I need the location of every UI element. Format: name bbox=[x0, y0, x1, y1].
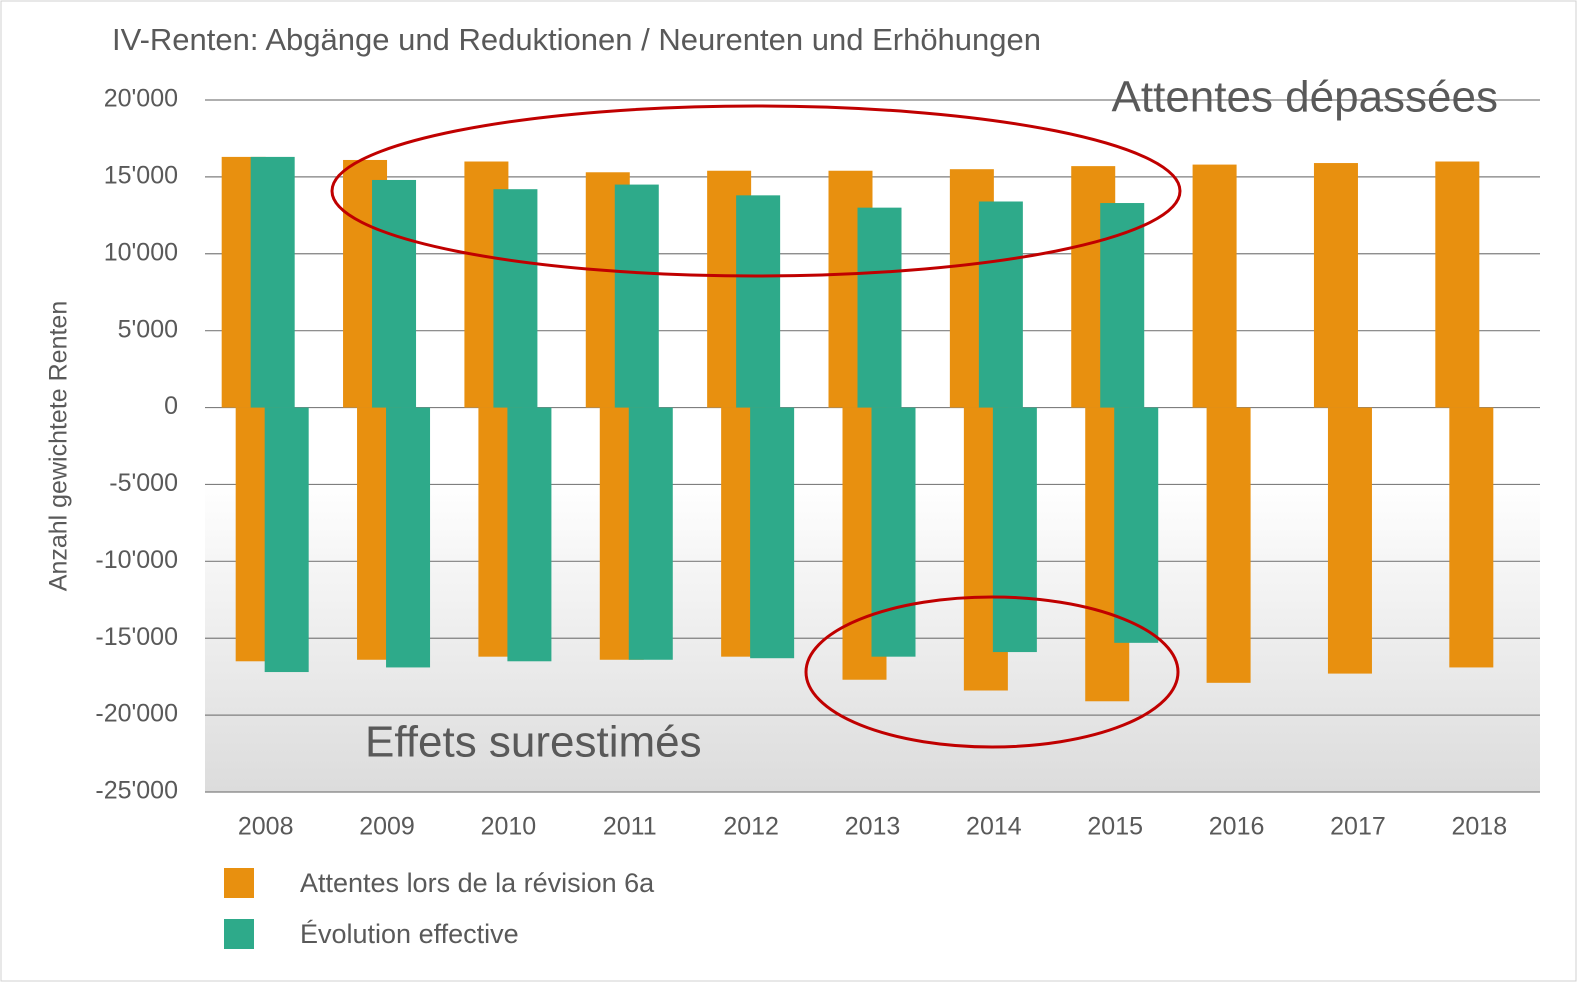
highlight-ellipse bbox=[330, 104, 1182, 278]
bar bbox=[857, 207, 902, 408]
y-tick-label: -5'000 bbox=[109, 469, 178, 497]
annotation: Attentes dépassées bbox=[1112, 73, 1498, 122]
bar bbox=[628, 407, 673, 660]
bar bbox=[1449, 407, 1494, 668]
y-tick-label: -20'000 bbox=[95, 700, 178, 728]
bar bbox=[1192, 164, 1237, 408]
x-tick-label: 2017 bbox=[1330, 813, 1386, 841]
x-tick-label: 2016 bbox=[1209, 813, 1265, 841]
bar bbox=[1313, 163, 1358, 408]
bar bbox=[1206, 407, 1251, 683]
y-tick-label: 10'000 bbox=[104, 238, 178, 266]
bar bbox=[264, 407, 309, 673]
x-tick-label: 2012 bbox=[723, 813, 779, 841]
legend-swatch bbox=[224, 919, 254, 949]
y-tick-label: 0 bbox=[164, 392, 178, 420]
x-tick-label: 2014 bbox=[966, 813, 1022, 841]
x-tick-label: 2013 bbox=[845, 813, 901, 841]
bar bbox=[1327, 407, 1372, 674]
y-tick-label: 20'000 bbox=[104, 85, 178, 113]
x-tick-label: 2015 bbox=[1087, 813, 1143, 841]
bar bbox=[750, 407, 795, 659]
x-tick-label: 2010 bbox=[481, 813, 537, 841]
bar bbox=[1435, 161, 1480, 408]
y-tick-label: 15'000 bbox=[104, 161, 178, 189]
chart-title: IV-Renten: Abgänge und Reduktionen / Neu… bbox=[112, 22, 1041, 57]
legend-swatch bbox=[224, 868, 254, 898]
bar bbox=[372, 179, 417, 408]
y-tick-label: -10'000 bbox=[95, 546, 178, 574]
x-tick-label: 2008 bbox=[238, 813, 294, 841]
annotation: Effets surestimés bbox=[365, 718, 702, 767]
y-tick-label: -15'000 bbox=[95, 623, 178, 651]
bar bbox=[992, 407, 1037, 653]
y-tick-label: 5'000 bbox=[118, 315, 178, 343]
bar bbox=[386, 407, 431, 668]
bar bbox=[507, 407, 552, 662]
legend-label: Attentes lors de la révision 6a bbox=[300, 868, 655, 898]
y-tick-label: -25'000 bbox=[95, 777, 178, 805]
x-tick-label: 2018 bbox=[1452, 813, 1508, 841]
bar bbox=[250, 156, 295, 408]
bar bbox=[736, 195, 781, 408]
bar bbox=[871, 407, 916, 657]
bar bbox=[1114, 407, 1159, 643]
x-tick-label: 2009 bbox=[359, 813, 415, 841]
x-tick-label: 2011 bbox=[603, 813, 657, 841]
legend-label: Évolution effective bbox=[300, 919, 519, 949]
y-axis-label: Anzahl gewichtete Renten bbox=[45, 301, 73, 591]
highlight-ellipse bbox=[804, 595, 1180, 749]
bar bbox=[978, 201, 1023, 408]
bar bbox=[493, 189, 538, 408]
bar bbox=[614, 184, 659, 408]
